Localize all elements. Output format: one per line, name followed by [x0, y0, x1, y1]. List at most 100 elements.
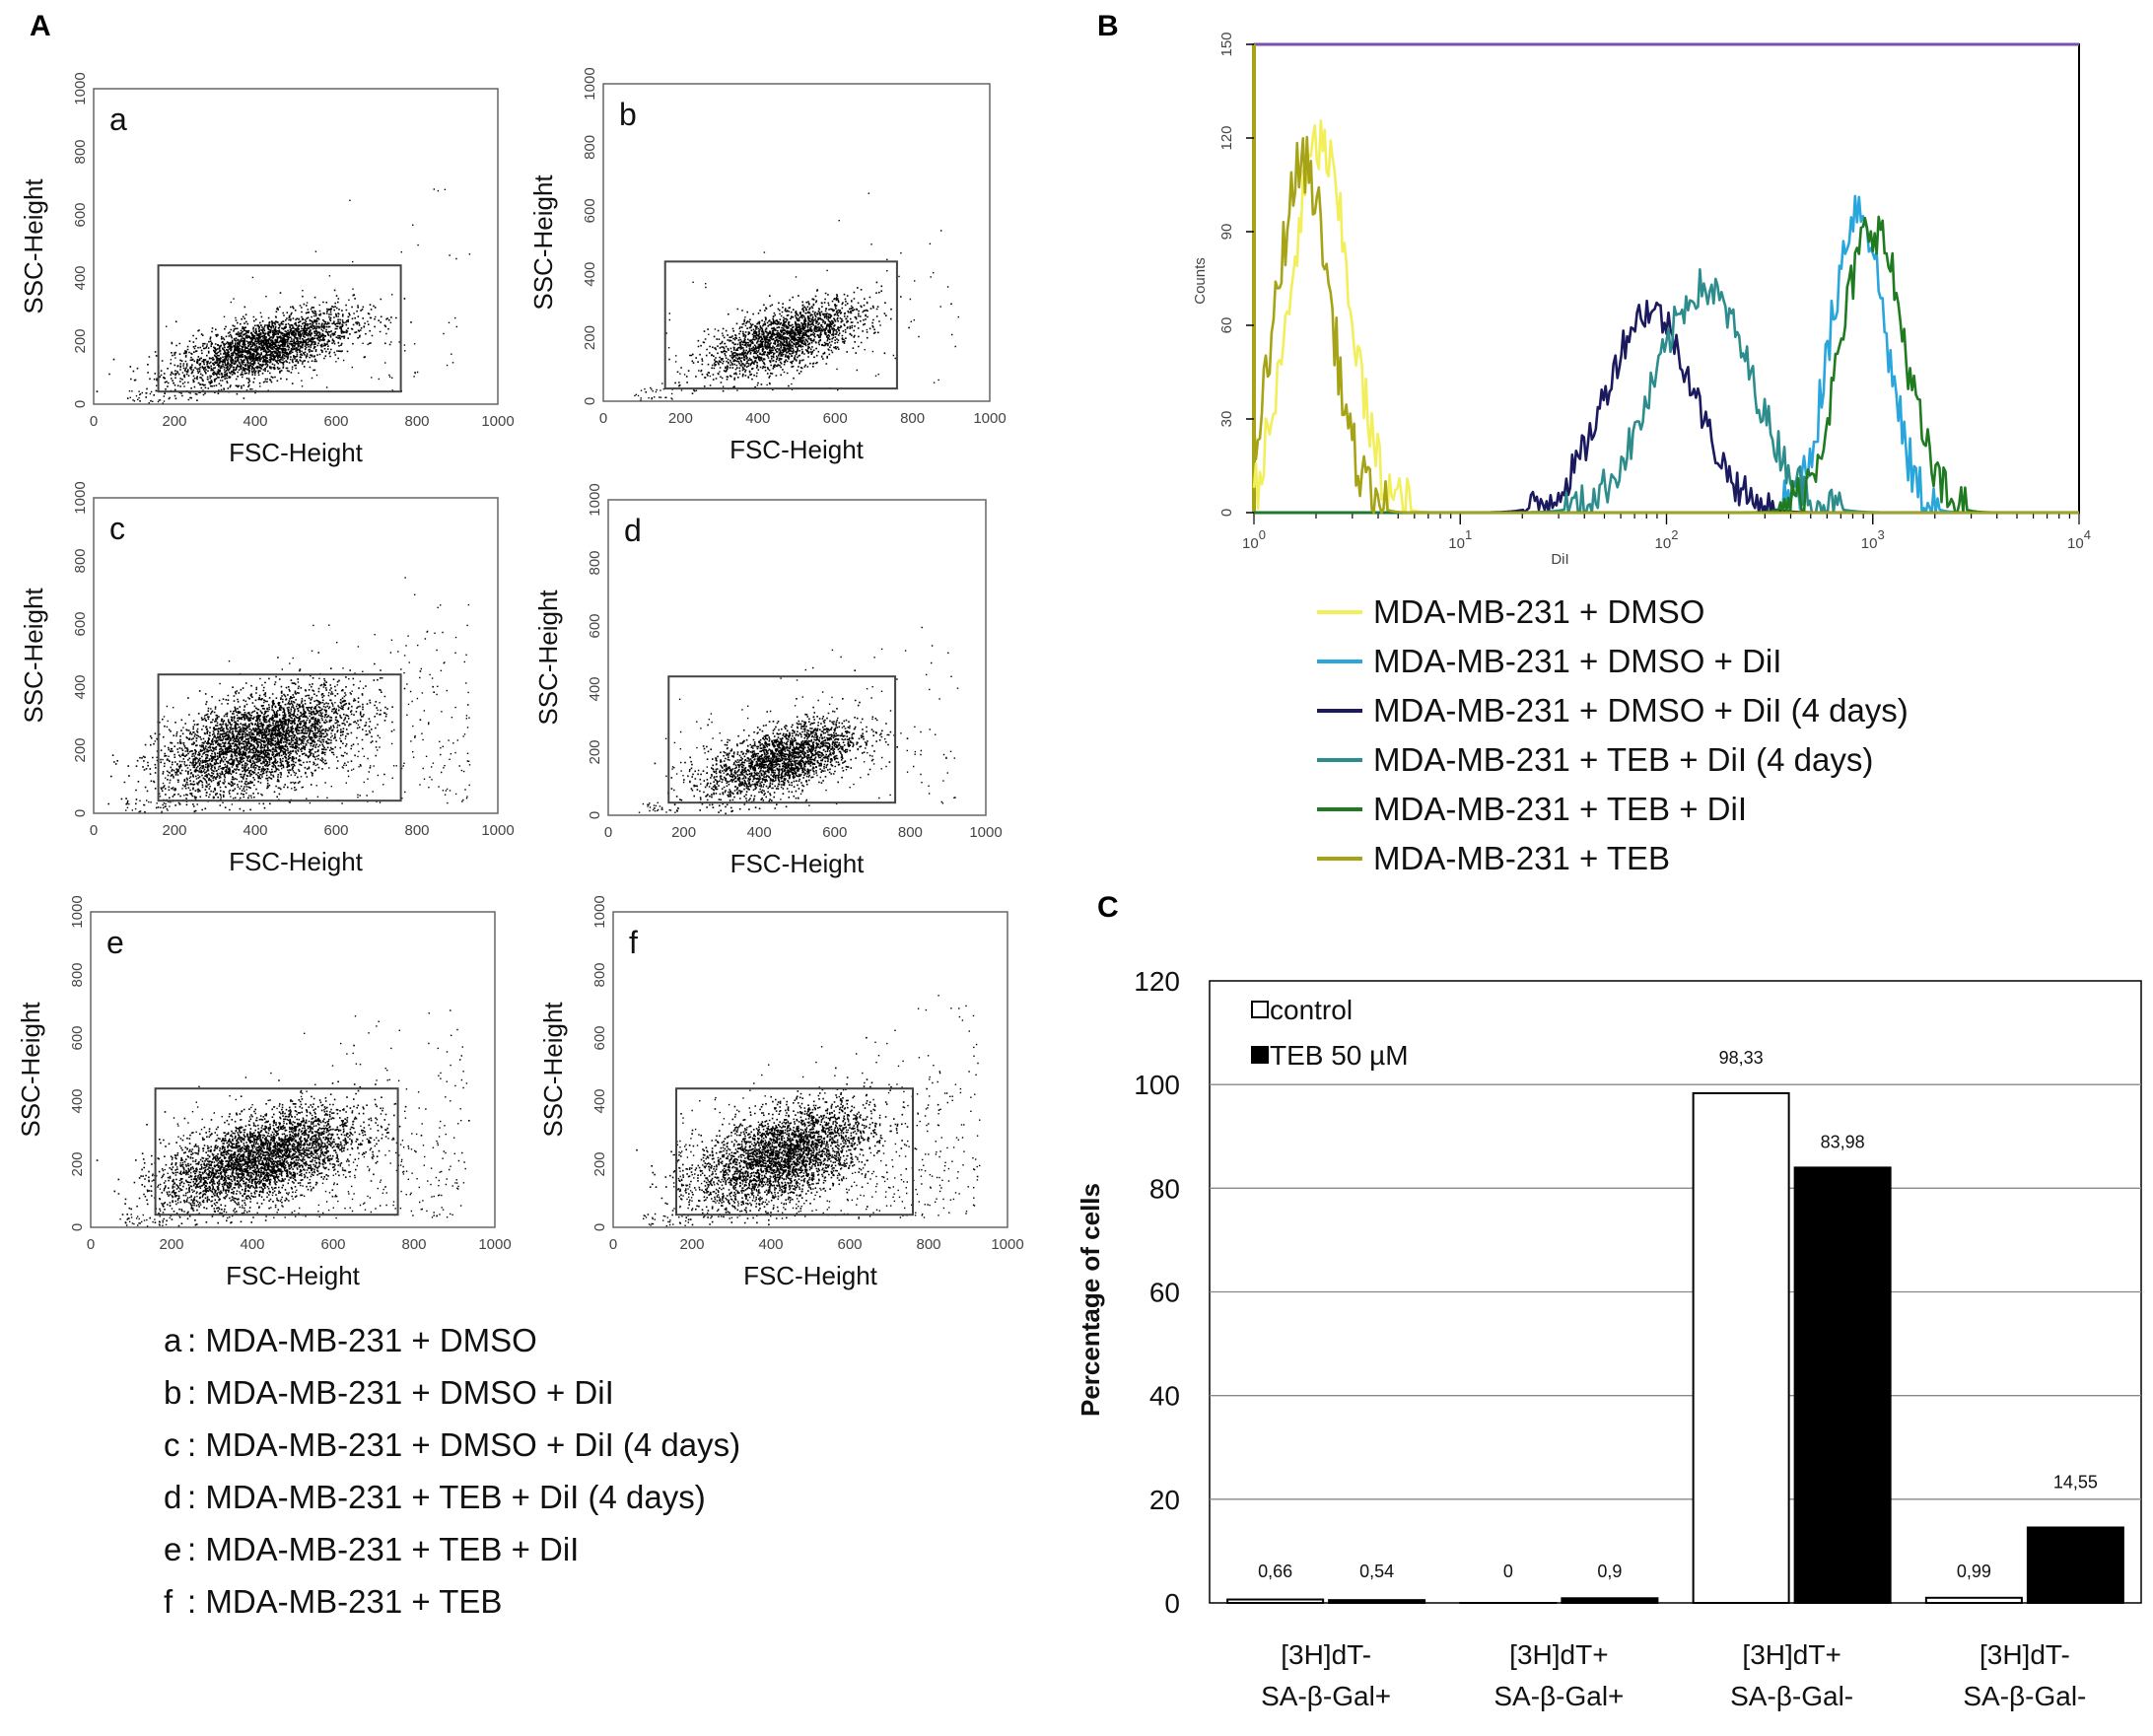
bar-data-label: 0,66	[1258, 1562, 1292, 1581]
x-tick-label: 200	[668, 410, 693, 427]
legend-label: MDA-MB-231 + TEB + DiI (4 days)	[1373, 741, 1873, 778]
bar	[1924, 1596, 2023, 1604]
y-tick-label: 400	[591, 1088, 608, 1113]
legend-label: MDA-MB-231 + TEB + DiI	[1373, 791, 1747, 827]
y-tick-label: 600	[72, 611, 89, 636]
subplot-label: b	[619, 97, 637, 132]
category-label: [3H]dT+	[1742, 1639, 1840, 1670]
bar-data-label: 0,9	[1597, 1562, 1622, 1581]
x-tick-label: 200	[679, 1236, 704, 1253]
legend-text: : MDA-MB-231 + TEB + DiI	[187, 1531, 579, 1567]
x-tick-label: 200	[162, 822, 186, 839]
panel-letter-a: A	[30, 10, 51, 42]
y-tick-label: 1000	[72, 72, 89, 104]
x-tick-label: 0	[609, 1236, 617, 1253]
scatter-subplot-f: 0 200 400 600 800 1000 0 200 400 600 800 1000 FSC-He…	[538, 895, 1024, 1290]
y-axis-label: Counts	[1192, 257, 1209, 305]
gate-rectangle	[667, 675, 897, 804]
bar-data-label: 14,55	[2053, 1472, 2098, 1492]
legend-label: MDA-MB-231 + DMSO	[1373, 593, 1704, 630]
y-axis-label: SSC-Height	[538, 1002, 568, 1138]
x-tick-label: 0	[599, 410, 607, 427]
legend-label: TEB 50 µM	[1270, 1040, 1409, 1071]
y-tick-label: 1000	[582, 67, 598, 100]
plot-frame	[607, 499, 987, 816]
y-tick-label: 120	[1134, 966, 1180, 997]
x-tick-label: 0	[90, 413, 98, 430]
panel-c-legend: control TEB 50 µM	[1251, 995, 1409, 1071]
y-axis-label: SSC-Height	[533, 590, 563, 726]
x-tick-label: 1000	[969, 824, 1002, 841]
y-tick-label: 0	[591, 1223, 608, 1231]
gate-rectangle	[157, 673, 402, 802]
legend-label: MDA-MB-231 + TEB	[1373, 840, 1670, 876]
category-label: SA-β-Gal+	[1261, 1681, 1391, 1711]
x-tick-label: 400	[745, 410, 770, 427]
x-tick-label: 0	[604, 824, 612, 841]
scatter-points	[96, 1009, 470, 1227]
scatter-subplot-c: 0 200 400 600 800 1000 0 200 400 600 800 1000 FSC-He…	[19, 481, 515, 876]
scatter-subplot-b: 0 200 400 600 800 1000 0 200 400 600 800 1000 FSC-He…	[528, 67, 1007, 464]
bar	[1561, 1597, 1659, 1604]
panel-letter-c: C	[1097, 891, 1119, 924]
legend-swatch	[1251, 1046, 1269, 1064]
gate-rectangle	[154, 1087, 399, 1216]
plot-frame	[612, 911, 1008, 1228]
y-tick-label: 0	[69, 1223, 86, 1231]
y-tick-label: 90	[1218, 224, 1235, 241]
legend-key: b	[164, 1374, 181, 1411]
panel-a-scatter-plots: 0 200 400 600 800 1000 0 200 400 600 800 1000 FSC-He…	[16, 67, 1024, 1620]
x-tick-label: 400	[243, 822, 267, 839]
scatter-points	[634, 192, 959, 401]
scatter-subplot-a: 0 200 400 600 800 1000 0 200 400 600 800 1000 FSC-He…	[19, 72, 515, 467]
y-tick-label: 0	[72, 809, 89, 817]
y-tick-label: 600	[591, 1025, 608, 1050]
scatter-subplot-e: 0 200 400 600 800 1000 0 200 400 600 800 1000 FSC-He…	[16, 895, 512, 1290]
legend-text: : MDA-MB-231 + DMSO + DiI (4 days)	[187, 1426, 740, 1463]
y-tick-label: 100	[1134, 1070, 1180, 1100]
x-tick-label: 800	[404, 822, 429, 839]
y-tick-label: 600	[69, 1025, 86, 1050]
histogram-series-line	[1252, 135, 2079, 515]
category-label: [3H]dT-	[1281, 1639, 1371, 1670]
x-tick-label: 200	[159, 1236, 183, 1253]
y-tick-label: 800	[72, 139, 89, 164]
x-tick-label: 104	[2067, 527, 2091, 552]
category-label: [3H]dT-	[1979, 1639, 2070, 1670]
bar-data-label: 98,33	[1719, 1048, 1764, 1068]
x-tick-label: 200	[671, 824, 696, 841]
x-axis-label: FSC-Height	[730, 849, 866, 878]
y-axis-label: SSC-Height	[19, 178, 48, 314]
x-tick-label: 600	[822, 824, 847, 841]
y-tick-label: 400	[69, 1088, 86, 1113]
y-tick-label: 800	[582, 135, 598, 160]
x-tick-label: 600	[323, 413, 348, 430]
y-tick-label: 200	[582, 325, 598, 350]
category-label: SA-β-Gal-	[1730, 1681, 1853, 1711]
x-tick-label: 400	[758, 1236, 783, 1253]
y-tick-label: 80	[1149, 1173, 1180, 1204]
legend-key: a	[164, 1322, 182, 1358]
bar	[1328, 1599, 1426, 1605]
legend-key: f	[164, 1583, 174, 1620]
legend-key: c	[164, 1426, 180, 1463]
y-tick-label: 20	[1149, 1485, 1180, 1515]
subplot-label: d	[624, 513, 642, 548]
x-tick-label: 400	[243, 413, 267, 430]
x-tick-label: 0	[87, 1236, 95, 1253]
y-tick-label: 800	[587, 550, 603, 575]
x-tick-label: 0	[90, 822, 98, 839]
panel-c-bar-chart: 0 20 40 60 80 100 120 Percentage of cells 0,66 0,…	[1076, 966, 2142, 1711]
y-tick-label: 800	[591, 962, 608, 987]
x-axis-label: FSC-Height	[229, 438, 364, 467]
y-tick-label: 600	[582, 198, 598, 223]
y-tick-label: 600	[587, 613, 603, 638]
y-tick-label: 0	[582, 397, 598, 405]
y-tick-label: 400	[582, 262, 598, 287]
bar	[1226, 1598, 1325, 1605]
y-tick-label: 0	[72, 400, 89, 408]
legend-text: : MDA-MB-231 + TEB	[187, 1583, 502, 1620]
bar-data-label: 0,99	[1957, 1562, 1991, 1581]
x-tick-label: 200	[162, 413, 186, 430]
